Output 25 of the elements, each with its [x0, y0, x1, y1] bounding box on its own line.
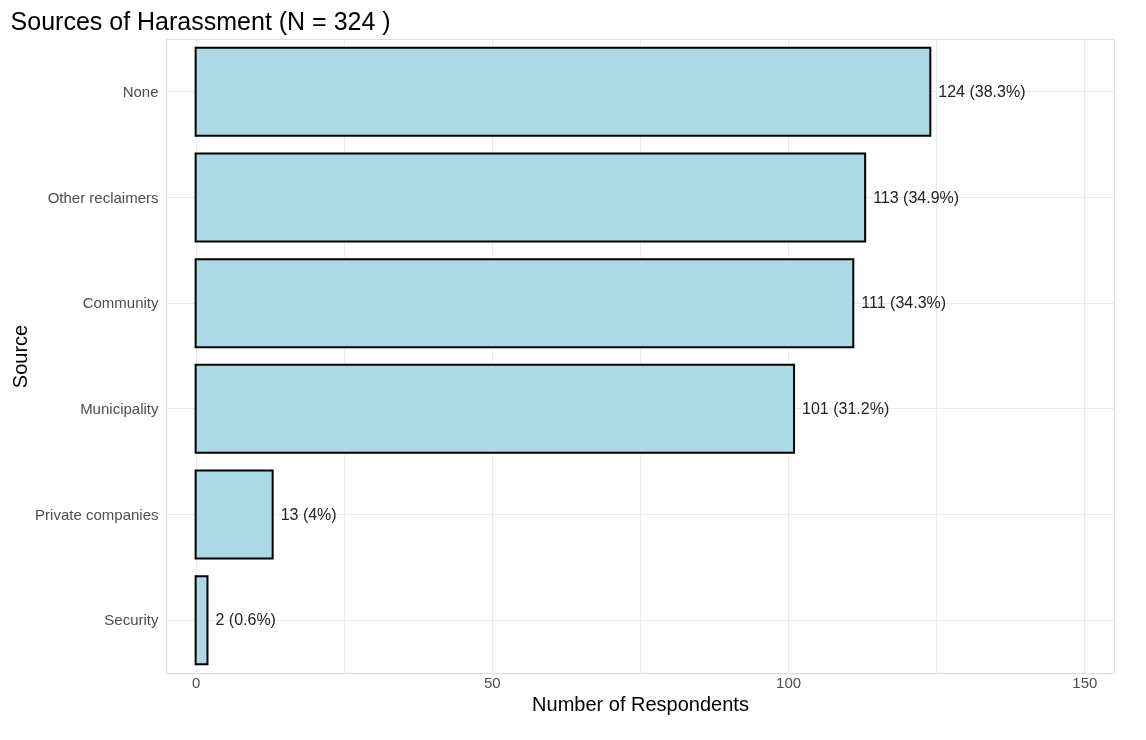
- data-label: 2 (0.6%): [215, 611, 276, 629]
- x-tick-label: 100: [776, 673, 802, 691]
- y-tick-label: Security: [104, 611, 159, 629]
- y-tick-label: Other reclaimers: [47, 188, 159, 206]
- bar: [194, 258, 855, 349]
- y-tick-label: Community: [82, 294, 159, 312]
- data-label: 111 (34.3%): [861, 294, 947, 312]
- bar: [194, 152, 867, 243]
- bar: [194, 469, 274, 560]
- bar: [194, 363, 796, 454]
- x-axis-title: Number of Respondents: [532, 692, 749, 715]
- bar: [194, 575, 209, 666]
- data-label: 113 (34.9%): [873, 188, 960, 206]
- x-tick-label: 0: [191, 673, 201, 691]
- x-tick-label: 150: [1072, 673, 1098, 691]
- y-tick-label: None: [122, 82, 159, 100]
- y-tick-label: Municipality: [80, 399, 159, 417]
- data-label: 13 (4%): [280, 505, 337, 523]
- x-tick-label: 50: [484, 673, 501, 691]
- y-tick-label: Private companies: [35, 505, 159, 523]
- chart-title: Sources of Harassment (N = 324 ): [10, 7, 391, 35]
- bar: [194, 46, 932, 137]
- data-label: 101 (31.2%): [802, 399, 890, 417]
- y-axis-title: Source: [9, 324, 32, 389]
- data-label: 124 (38.3%): [938, 82, 1026, 100]
